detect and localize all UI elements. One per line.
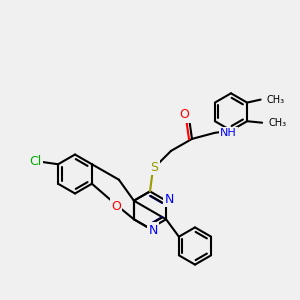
- Text: NH: NH: [220, 128, 237, 138]
- Text: O: O: [180, 108, 189, 122]
- Text: Cl: Cl: [29, 155, 42, 168]
- Text: CH₃: CH₃: [268, 118, 286, 128]
- Text: N: N: [164, 193, 174, 206]
- Text: CH₃: CH₃: [267, 94, 285, 105]
- Text: O: O: [111, 200, 121, 212]
- Text: S: S: [151, 161, 158, 174]
- Text: N: N: [148, 224, 158, 237]
